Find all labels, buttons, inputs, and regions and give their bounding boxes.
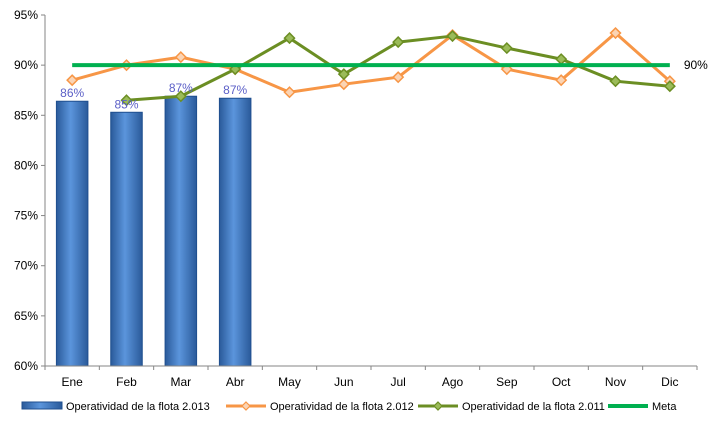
y-tick-label: 75% [14, 209, 38, 223]
x-tick-label: Feb [116, 375, 137, 389]
legend-label: Operatividad de la flota 2.012 [270, 401, 414, 413]
legend-swatch-bar [21, 401, 63, 410]
legend-label: Operatividad de la flota 2.013 [66, 401, 210, 413]
x-tick-label: Ene [61, 375, 83, 389]
series-marker-2 [392, 36, 405, 49]
bar-data-label: 85% [114, 97, 138, 111]
series-marker-2 [337, 68, 350, 81]
x-tick-label: Nov [605, 375, 626, 389]
series-marker-2 [283, 32, 296, 45]
series-marker-1 [66, 74, 79, 87]
series-marker-2 [174, 90, 187, 103]
x-tick-label: Jun [334, 375, 353, 389]
x-tick-label: Jul [390, 375, 405, 389]
series-marker-2 [120, 94, 133, 107]
legend-swatch-marker [241, 401, 251, 411]
legend-swatch-marker [433, 401, 443, 411]
bar-data-label: 87% [169, 81, 193, 95]
bar-feb [110, 111, 143, 367]
bar-ene [55, 100, 89, 367]
x-tick-label: Oct [552, 375, 571, 389]
x-tick-label: May [278, 375, 301, 389]
y-tick-label: 70% [14, 259, 38, 273]
legend-label: Operatividad de la flota 2.011 [462, 401, 605, 413]
y-tick-label: 65% [14, 309, 38, 323]
series-marker-2 [500, 42, 513, 55]
series-marker-2 [663, 80, 676, 93]
x-tick-label: Ago [442, 375, 464, 389]
x-tick-label: Sep [496, 375, 518, 389]
series-marker-1 [609, 26, 622, 40]
x-tick-label: Abr [226, 375, 245, 389]
bar-mar [164, 95, 198, 367]
y-tick-label: 85% [14, 108, 38, 122]
bar-data-label: 86% [60, 86, 84, 100]
series-marker-1 [283, 86, 296, 99]
series-marker-1 [174, 51, 187, 64]
bar-data-label: 87% [223, 83, 247, 97]
y-tick-label: 95% [14, 8, 38, 22]
series-marker-1 [392, 71, 405, 84]
series-marker-1 [337, 78, 350, 91]
meta-end-label: 90% [684, 58, 708, 72]
x-tick-label: Dic [661, 375, 678, 389]
y-tick-label: 90% [14, 58, 38, 72]
series-marker-2 [446, 29, 459, 43]
series-line-1 [71, 31, 671, 94]
series-marker-1 [555, 74, 568, 87]
y-tick-label: 80% [14, 158, 38, 172]
series-marker-2 [609, 75, 622, 88]
bar-abr [218, 97, 252, 367]
x-tick-label: Mar [170, 375, 191, 389]
y-tick-label: 60% [14, 359, 38, 373]
legend-label: Meta [652, 401, 677, 413]
series-marker-2 [555, 53, 568, 66]
